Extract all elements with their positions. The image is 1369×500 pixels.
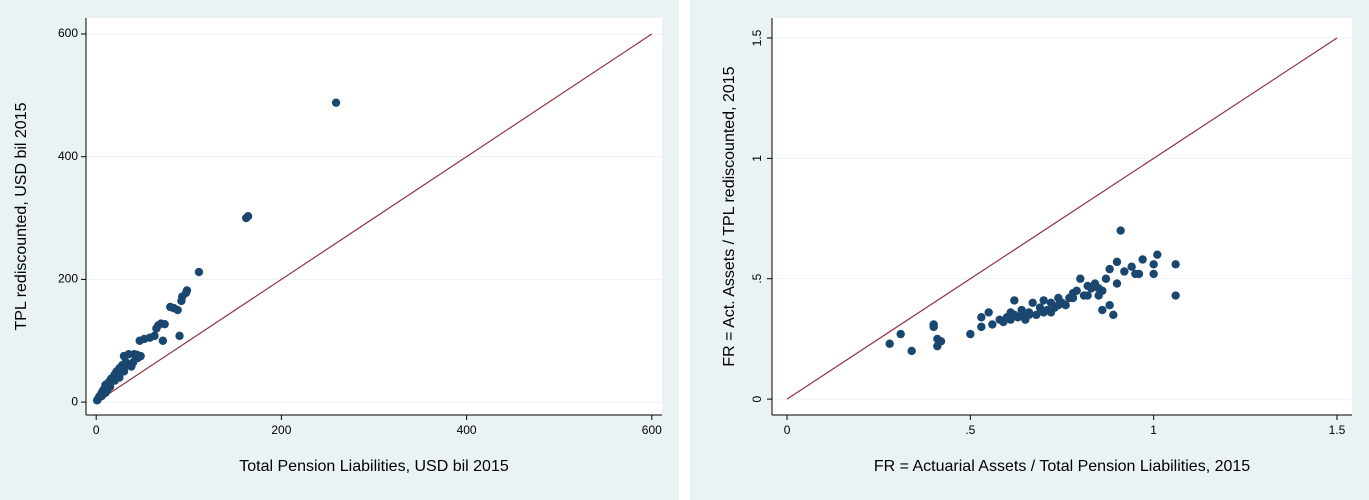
x-tick-label: 1 xyxy=(1150,423,1157,437)
point xyxy=(1028,298,1037,308)
point xyxy=(1171,260,1180,269)
point xyxy=(160,319,169,329)
point xyxy=(977,313,986,322)
point xyxy=(1134,269,1144,279)
x-tick-label: 400 xyxy=(457,423,477,437)
plot-area xyxy=(86,18,662,415)
x-tick-label: 0 xyxy=(784,423,791,437)
x-axis-title: FR = Actuarial Assets / Total Pension Li… xyxy=(874,458,1250,475)
point xyxy=(243,211,253,221)
point xyxy=(1171,291,1180,300)
point xyxy=(1094,291,1103,300)
y-tick-label: .5 xyxy=(750,273,764,283)
point xyxy=(1083,291,1092,300)
point xyxy=(966,329,975,339)
point xyxy=(1098,305,1107,315)
point xyxy=(135,336,144,345)
y-tick-label: 600 xyxy=(58,26,78,40)
point xyxy=(1112,279,1122,288)
point xyxy=(1127,262,1136,271)
point xyxy=(1109,310,1118,320)
y-tick-label: 400 xyxy=(58,149,78,163)
y-tick-label: 1 xyxy=(750,155,764,162)
point xyxy=(1039,308,1048,317)
x-tick-label: .5 xyxy=(965,423,975,437)
point xyxy=(984,308,993,317)
y-tick-label: 0 xyxy=(71,394,78,408)
point xyxy=(1116,226,1125,235)
point xyxy=(1149,260,1158,269)
point xyxy=(152,324,161,333)
point xyxy=(119,351,129,361)
point xyxy=(1083,281,1092,291)
point xyxy=(1010,296,1019,305)
point xyxy=(1068,293,1078,303)
point xyxy=(1138,255,1147,264)
point xyxy=(1054,301,1063,310)
point xyxy=(896,329,905,339)
point xyxy=(194,267,204,277)
point xyxy=(166,302,175,312)
point xyxy=(97,391,106,401)
point xyxy=(929,322,938,332)
point xyxy=(988,320,997,329)
point xyxy=(1105,301,1114,310)
point xyxy=(136,351,145,361)
plot-area xyxy=(772,18,1352,415)
point xyxy=(977,322,986,332)
point xyxy=(1153,250,1162,259)
y-tick-label: 0 xyxy=(750,395,764,402)
point xyxy=(119,367,129,376)
point xyxy=(1120,267,1129,276)
y-axis-title: TPL rediscounted, USD bil 2015 xyxy=(13,102,30,330)
reference-line xyxy=(786,37,1338,400)
point xyxy=(1076,274,1085,283)
point xyxy=(885,339,894,348)
point xyxy=(1112,257,1122,267)
point xyxy=(1072,286,1081,295)
point xyxy=(105,382,115,391)
point xyxy=(331,98,341,107)
point xyxy=(175,331,184,341)
x-tick-label: 600 xyxy=(642,423,662,437)
point xyxy=(1105,264,1114,274)
point xyxy=(1061,301,1070,310)
y-tick-label: 1.5 xyxy=(750,29,764,46)
point xyxy=(1046,298,1056,308)
point xyxy=(1101,274,1111,283)
y-tick-label: 200 xyxy=(58,272,78,286)
point xyxy=(1032,310,1041,320)
point xyxy=(1024,310,1034,320)
point xyxy=(933,334,942,344)
reference-line xyxy=(95,33,653,403)
point xyxy=(1017,310,1026,320)
point xyxy=(158,336,168,345)
y-axis-title: FR = Act. Assets / TPL rediscounted, 201… xyxy=(721,66,738,366)
point xyxy=(177,296,186,306)
point xyxy=(1149,269,1158,279)
x-axis-title: Total Pension Liabilities, USD bil 2015 xyxy=(239,458,509,475)
x-tick-label: 1.5 xyxy=(1329,423,1346,437)
x-tick-label: 200 xyxy=(271,423,291,437)
point xyxy=(115,373,124,382)
x-tick-label: 0 xyxy=(93,423,100,437)
point xyxy=(1039,296,1048,305)
point xyxy=(907,346,916,356)
